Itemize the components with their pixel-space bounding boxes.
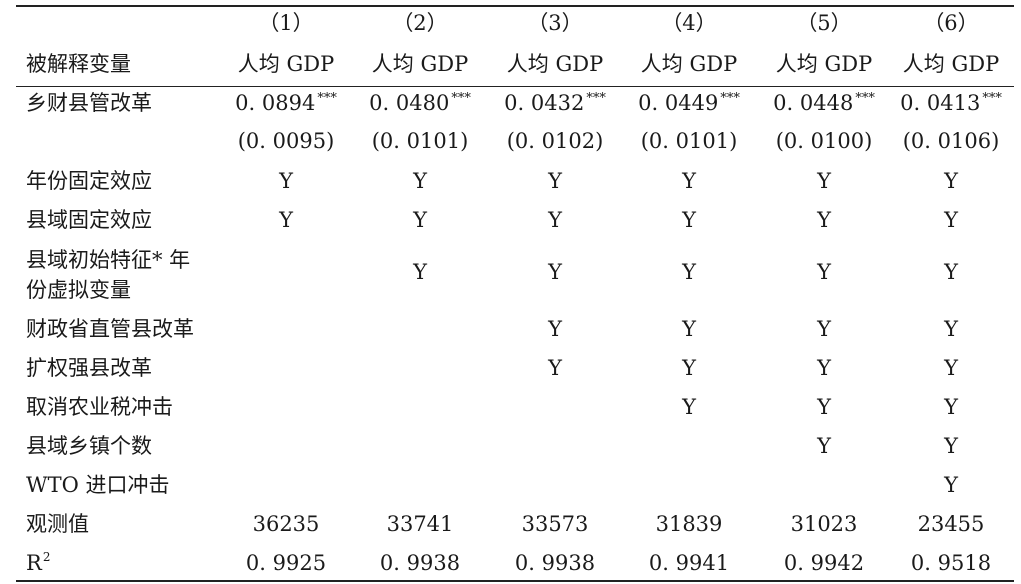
r2-superscript: 2: [42, 550, 51, 564]
table-bottom-rule: [16, 580, 1014, 582]
obs-value-3: 33573: [521, 512, 589, 536]
control-mark: Y: [682, 208, 696, 232]
coef-value-1: 0. 0894 ***: [235, 91, 337, 115]
significance-stars: ***: [451, 91, 471, 106]
control-row-label: 财政省直管县改革: [26, 317, 194, 341]
obs-value-4: 31839: [655, 512, 723, 536]
std-error-3: (0. 0102): [506, 129, 604, 153]
control-row-label-line2: 份虚拟变量: [26, 278, 131, 302]
coef-value-3: 0. 0432 ***: [504, 91, 606, 115]
coef-value-2: 0. 0480 ***: [369, 91, 471, 115]
control-mark: Y: [944, 208, 958, 232]
significance-stars: ***: [855, 91, 875, 106]
significance-stars: ***: [586, 91, 606, 106]
significance-stars: ***: [720, 91, 740, 106]
control-mark: Y: [817, 356, 831, 380]
control-mark: Y: [944, 434, 958, 458]
dependent-variable-4: 人均 GDP: [640, 52, 738, 76]
obs-value-2: 33741: [386, 512, 454, 536]
control-mark: Y: [817, 260, 831, 284]
coef-value-5: 0. 0448 ***: [773, 91, 875, 115]
coef-value-6: 0. 0413 ***: [900, 91, 1002, 115]
control-mark: Y: [682, 395, 696, 419]
obs-row-label: 观测值: [26, 512, 89, 536]
control-mark: Y: [279, 169, 293, 193]
control-mark: Y: [944, 356, 958, 380]
coef-value-4: 0. 0449 ***: [638, 91, 740, 115]
control-row-label: 县域初始特征* 年份虚拟变量: [26, 245, 190, 305]
dependent-variable-6: 人均 GDP: [902, 52, 1000, 76]
control-row-label: WTO 进口冲击: [26, 473, 170, 497]
control-mark: Y: [944, 473, 958, 497]
r2-value-4: 0. 9941: [648, 551, 730, 575]
r2-row-label: R2: [26, 550, 51, 575]
control-mark: Y: [817, 317, 831, 341]
control-row-label: 县域固定效应: [26, 208, 152, 232]
obs-value-6: 23455: [917, 512, 985, 536]
control-mark: Y: [944, 260, 958, 284]
obs-value-1: 36235: [252, 512, 320, 536]
control-row-label: 取消农业税冲击: [26, 395, 173, 419]
std-error-5: (0. 0100): [775, 129, 873, 153]
control-mark: Y: [817, 434, 831, 458]
control-mark: Y: [944, 395, 958, 419]
r2-value-3: 0. 9938: [514, 551, 596, 575]
control-mark: Y: [548, 356, 562, 380]
table-top-rule: [16, 5, 1014, 7]
control-mark: Y: [548, 260, 562, 284]
control-mark: Y: [682, 317, 696, 341]
column-header-6: （6）: [923, 11, 979, 35]
control-mark: Y: [682, 356, 696, 380]
control-mark: Y: [548, 208, 562, 232]
std-error-2: (0. 0101): [371, 129, 469, 153]
r2-value-6: 0. 9518: [910, 551, 992, 575]
column-header-2: （2）: [392, 11, 448, 35]
control-row-label-line1: 县域初始特征* 年: [26, 248, 191, 272]
dependent-variable-label: 被解释变量: [26, 52, 131, 76]
control-mark: Y: [413, 169, 427, 193]
r2-value-2: 0. 9938: [379, 551, 461, 575]
table-header-rule: [16, 86, 1014, 87]
std-error-6: (0. 0106): [902, 129, 1000, 153]
column-header-4: （4）: [661, 11, 717, 35]
control-mark: Y: [817, 208, 831, 232]
control-mark: Y: [548, 169, 562, 193]
significance-stars: ***: [982, 91, 1002, 106]
control-row-label: 县域乡镇个数: [26, 434, 152, 458]
std-error-4: (0. 0101): [640, 129, 738, 153]
control-mark: Y: [944, 317, 958, 341]
control-mark: Y: [817, 169, 831, 193]
std-error-1: (0. 0095): [237, 129, 335, 153]
column-header-3: （3）: [527, 11, 583, 35]
column-header-1: （1）: [258, 11, 314, 35]
r2-value-1: 0. 9925: [245, 551, 327, 575]
column-header-5: （5）: [796, 11, 852, 35]
control-row-label: 年份固定效应: [26, 169, 152, 193]
significance-stars: ***: [317, 91, 337, 106]
control-mark: Y: [279, 208, 293, 232]
control-mark: Y: [944, 169, 958, 193]
dependent-variable-2: 人均 GDP: [371, 52, 469, 76]
dependent-variable-3: 人均 GDP: [506, 52, 604, 76]
r2-value-5: 0. 9942: [783, 551, 865, 575]
obs-value-5: 31023: [790, 512, 858, 536]
control-mark: Y: [682, 169, 696, 193]
control-mark: Y: [413, 260, 427, 284]
control-mark: Y: [413, 208, 427, 232]
control-mark: Y: [548, 317, 562, 341]
control-mark: Y: [682, 260, 696, 284]
coef-row-label: 乡财县管改革: [26, 91, 152, 115]
control-row-label: 扩权强县改革: [26, 356, 152, 380]
dependent-variable-5: 人均 GDP: [775, 52, 873, 76]
dependent-variable-1: 人均 GDP: [237, 52, 335, 76]
control-mark: Y: [817, 395, 831, 419]
